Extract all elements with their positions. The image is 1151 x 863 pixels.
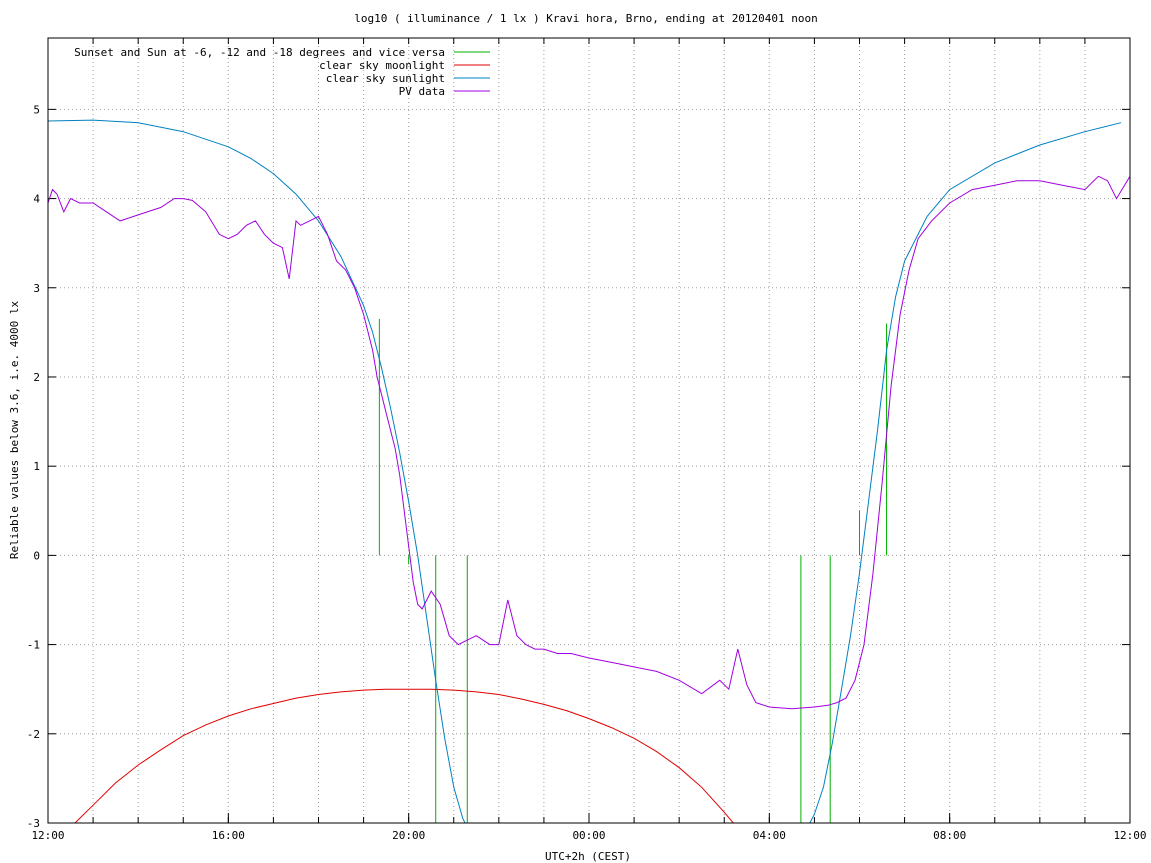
legend: Sunset and Sun at -6, -12 and -18 degree… bbox=[74, 46, 490, 98]
legend-entry-label: Sunset and Sun at -6, -12 and -18 degree… bbox=[74, 46, 445, 59]
legend-entry-label: clear sky sunlight bbox=[326, 72, 445, 85]
y-tick-label: 0 bbox=[33, 549, 40, 562]
y-tick-label: -1 bbox=[27, 639, 40, 652]
x-axis-label: UTC+2h (CEST) bbox=[545, 850, 631, 863]
series-layer bbox=[48, 119, 1130, 823]
grid-layer bbox=[48, 38, 1130, 823]
x-tick-label: 16:00 bbox=[212, 829, 245, 842]
y-tick-label: 3 bbox=[33, 282, 40, 295]
y-tick-label: 2 bbox=[33, 371, 40, 384]
x-tick-label: 04:00 bbox=[753, 829, 786, 842]
y-tick-label: 5 bbox=[33, 103, 40, 116]
legend-entry-label: clear sky moonlight bbox=[319, 59, 445, 72]
x-tick-label: 08:00 bbox=[933, 829, 966, 842]
chart-title: log10 ( illuminance / 1 lx ) Kravi hora,… bbox=[354, 12, 818, 25]
x-tick-label: 12:00 bbox=[31, 829, 64, 842]
pv-data-line bbox=[48, 175, 1130, 710]
x-tick-label: 00:00 bbox=[572, 829, 605, 842]
y-tick-label: -3 bbox=[27, 817, 40, 830]
x-tick-label: 12:00 bbox=[1113, 829, 1146, 842]
axis-layer: -3 -2 -1 0 1 2 3 4 5 12:00 16:00 20:00 00:00 04:00 08:… bbox=[27, 38, 1147, 842]
y-tick-label: -2 bbox=[27, 728, 40, 741]
plot-frame bbox=[47, 37, 1131, 824]
x-tick-label: 20:00 bbox=[392, 829, 425, 842]
clear-sky-sunlight-line bbox=[48, 119, 1122, 823]
y-tick-label: 1 bbox=[33, 460, 40, 473]
clear-sky-moonlight-line bbox=[74, 688, 734, 823]
legend-entry-label: PV data bbox=[399, 85, 445, 98]
y-tick-label: 4 bbox=[33, 193, 40, 206]
y-axis-label: Reliable values below 3.6, i.e. 4000 lx bbox=[8, 300, 21, 559]
